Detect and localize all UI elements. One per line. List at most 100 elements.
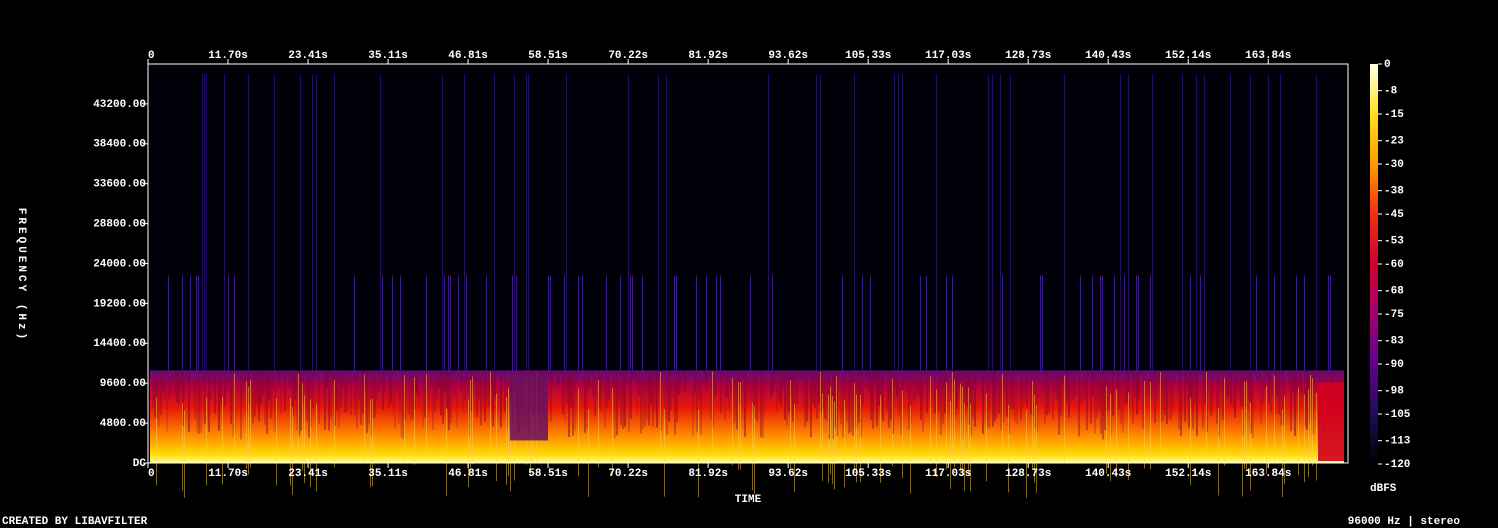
texture [300, 370, 302, 431]
texture [1008, 404, 1009, 493]
texture [1224, 378, 1225, 466]
texture [1110, 393, 1111, 482]
texture [722, 370, 724, 382]
texture [282, 370, 284, 380]
texture [272, 370, 274, 387]
texture [450, 275, 451, 371]
texture [1230, 74, 1231, 371]
texture [834, 370, 836, 428]
texture [1096, 370, 1098, 418]
texture [200, 370, 202, 433]
texture [222, 370, 224, 384]
texture [720, 275, 721, 371]
texture [552, 370, 554, 387]
texture [1042, 370, 1044, 397]
texture [284, 370, 286, 412]
texture [1032, 380, 1033, 469]
texture [400, 370, 402, 437]
texture [1084, 370, 1086, 399]
texture [824, 370, 826, 419]
y-tick-label: 9600.00 [100, 378, 146, 390]
texture [628, 74, 629, 371]
colorbar-tick-label: -68 [1384, 286, 1404, 298]
texture [1330, 275, 1331, 371]
texture [316, 370, 318, 380]
texture [976, 370, 978, 389]
texture [772, 370, 774, 394]
x-tick-label: 117.03s [925, 50, 971, 62]
texture [720, 370, 722, 414]
texture [422, 370, 424, 429]
texture [224, 370, 226, 406]
texture [172, 370, 174, 382]
texture [664, 370, 666, 420]
texture [188, 370, 190, 432]
texture [1074, 370, 1076, 398]
texture [352, 370, 354, 382]
texture [774, 370, 776, 387]
y-tick-label: 14400.00 [93, 338, 146, 350]
texture [568, 370, 570, 438]
texture [1136, 370, 1138, 415]
texture [400, 275, 401, 371]
texture [888, 370, 890, 428]
texture [822, 370, 824, 409]
texture [334, 74, 335, 371]
texture [690, 370, 692, 377]
texture [216, 370, 218, 385]
texture [902, 370, 904, 400]
texture [946, 370, 948, 386]
texture [1246, 370, 1248, 375]
texture [666, 370, 668, 435]
texture [912, 370, 914, 404]
texture [262, 370, 264, 395]
texture [1046, 370, 1048, 415]
texture [854, 74, 855, 371]
x-tick-label: 23.41s [288, 50, 328, 62]
texture [1192, 370, 1194, 429]
texture [266, 370, 268, 434]
texture [224, 74, 225, 371]
texture [268, 370, 270, 402]
texture [978, 370, 980, 378]
texture [432, 370, 434, 431]
texture [606, 370, 608, 408]
texture [466, 275, 467, 371]
texture [880, 395, 881, 483]
texture [988, 74, 989, 371]
colorbar-tick-label: -120 [1384, 459, 1410, 471]
colorbar-tick-label: 0 [1384, 59, 1391, 71]
texture [170, 370, 172, 396]
texture [820, 371, 821, 460]
texture [404, 375, 405, 463]
texture [910, 370, 912, 424]
texture [454, 370, 456, 398]
texture [1050, 370, 1052, 383]
texture [604, 370, 606, 428]
texture [236, 370, 238, 377]
texture [460, 370, 462, 390]
texture [1190, 397, 1191, 486]
texture [1068, 370, 1070, 418]
texture [1170, 370, 1172, 420]
texture [870, 370, 872, 420]
texture [476, 370, 478, 418]
texture [494, 370, 496, 398]
texture [360, 370, 362, 425]
texture [970, 370, 972, 437]
texture [1120, 370, 1122, 425]
texture [622, 370, 624, 429]
texture [758, 370, 760, 375]
texture [632, 275, 633, 371]
texture [770, 370, 772, 399]
texture [636, 370, 638, 415]
texture [1290, 370, 1292, 432]
texture [582, 370, 584, 385]
texture [1072, 370, 1074, 401]
texture [1130, 370, 1132, 375]
texture [408, 370, 410, 415]
texture [1090, 370, 1092, 424]
texture [628, 370, 630, 433]
texture [1238, 370, 1240, 401]
texture [1048, 370, 1050, 414]
